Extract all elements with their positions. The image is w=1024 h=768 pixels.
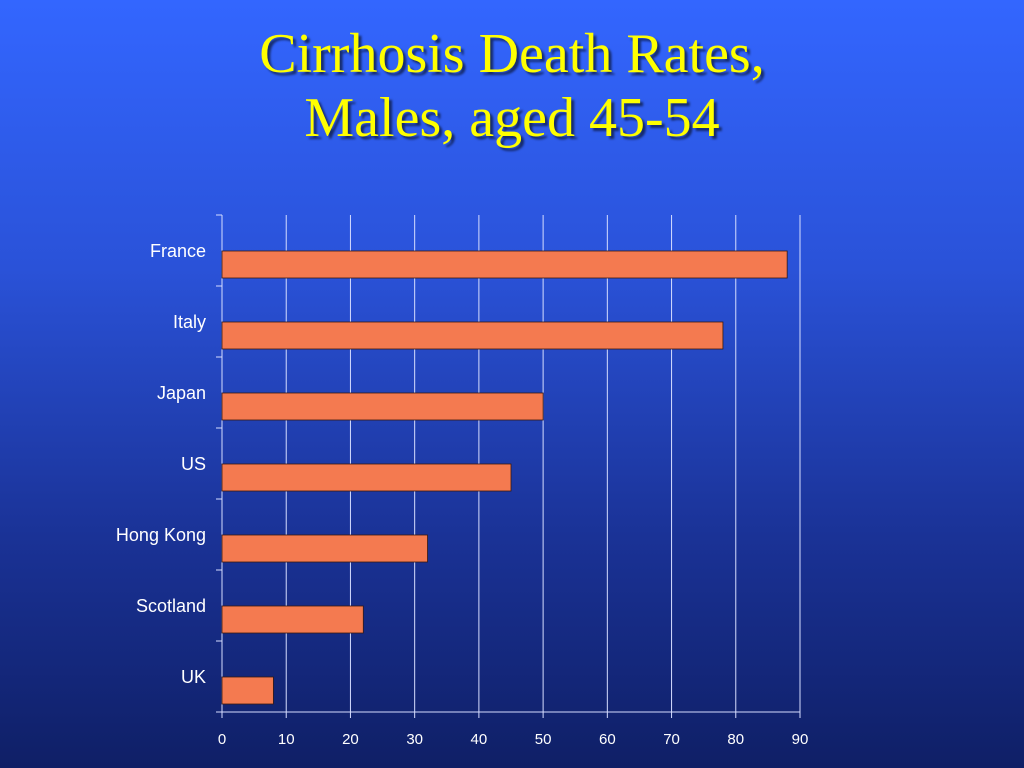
category-label-france: France bbox=[150, 241, 206, 261]
category-label-italy: Italy bbox=[173, 312, 206, 332]
bar-uk bbox=[221, 676, 274, 705]
category-label-uk: UK bbox=[181, 667, 206, 687]
x-tick-label-70: 70 bbox=[663, 731, 680, 748]
x-tick-label-0: 0 bbox=[218, 731, 226, 748]
bar-us bbox=[221, 463, 512, 492]
x-tick-label-30: 30 bbox=[406, 731, 423, 748]
bar-hong-kong bbox=[221, 534, 428, 563]
x-tick-label-90: 90 bbox=[792, 731, 809, 748]
category-label-us: US bbox=[181, 454, 206, 474]
x-tick-label-20: 20 bbox=[342, 731, 359, 748]
category-label-japan: Japan bbox=[157, 383, 206, 403]
bar-scotland bbox=[221, 605, 364, 634]
bar-italy bbox=[221, 321, 724, 350]
x-tick-label-80: 80 bbox=[727, 731, 744, 748]
bar-france bbox=[221, 250, 788, 279]
bar-japan bbox=[221, 392, 544, 421]
x-tick-label-60: 60 bbox=[599, 731, 616, 748]
category-label-scotland: Scotland bbox=[136, 596, 206, 616]
title-line-1: Cirrhosis Death Rates, bbox=[259, 23, 765, 85]
x-tick-label-50: 50 bbox=[535, 731, 552, 748]
category-label-hong-kong: Hong Kong bbox=[116, 525, 206, 545]
title-line-2: Males, aged 45-54 bbox=[304, 87, 720, 149]
x-tick-label-40: 40 bbox=[471, 731, 488, 748]
x-tick-label-10: 10 bbox=[278, 731, 295, 748]
page-title: Cirrhosis Death Rates, Males, aged 45-54 bbox=[0, 22, 1024, 150]
